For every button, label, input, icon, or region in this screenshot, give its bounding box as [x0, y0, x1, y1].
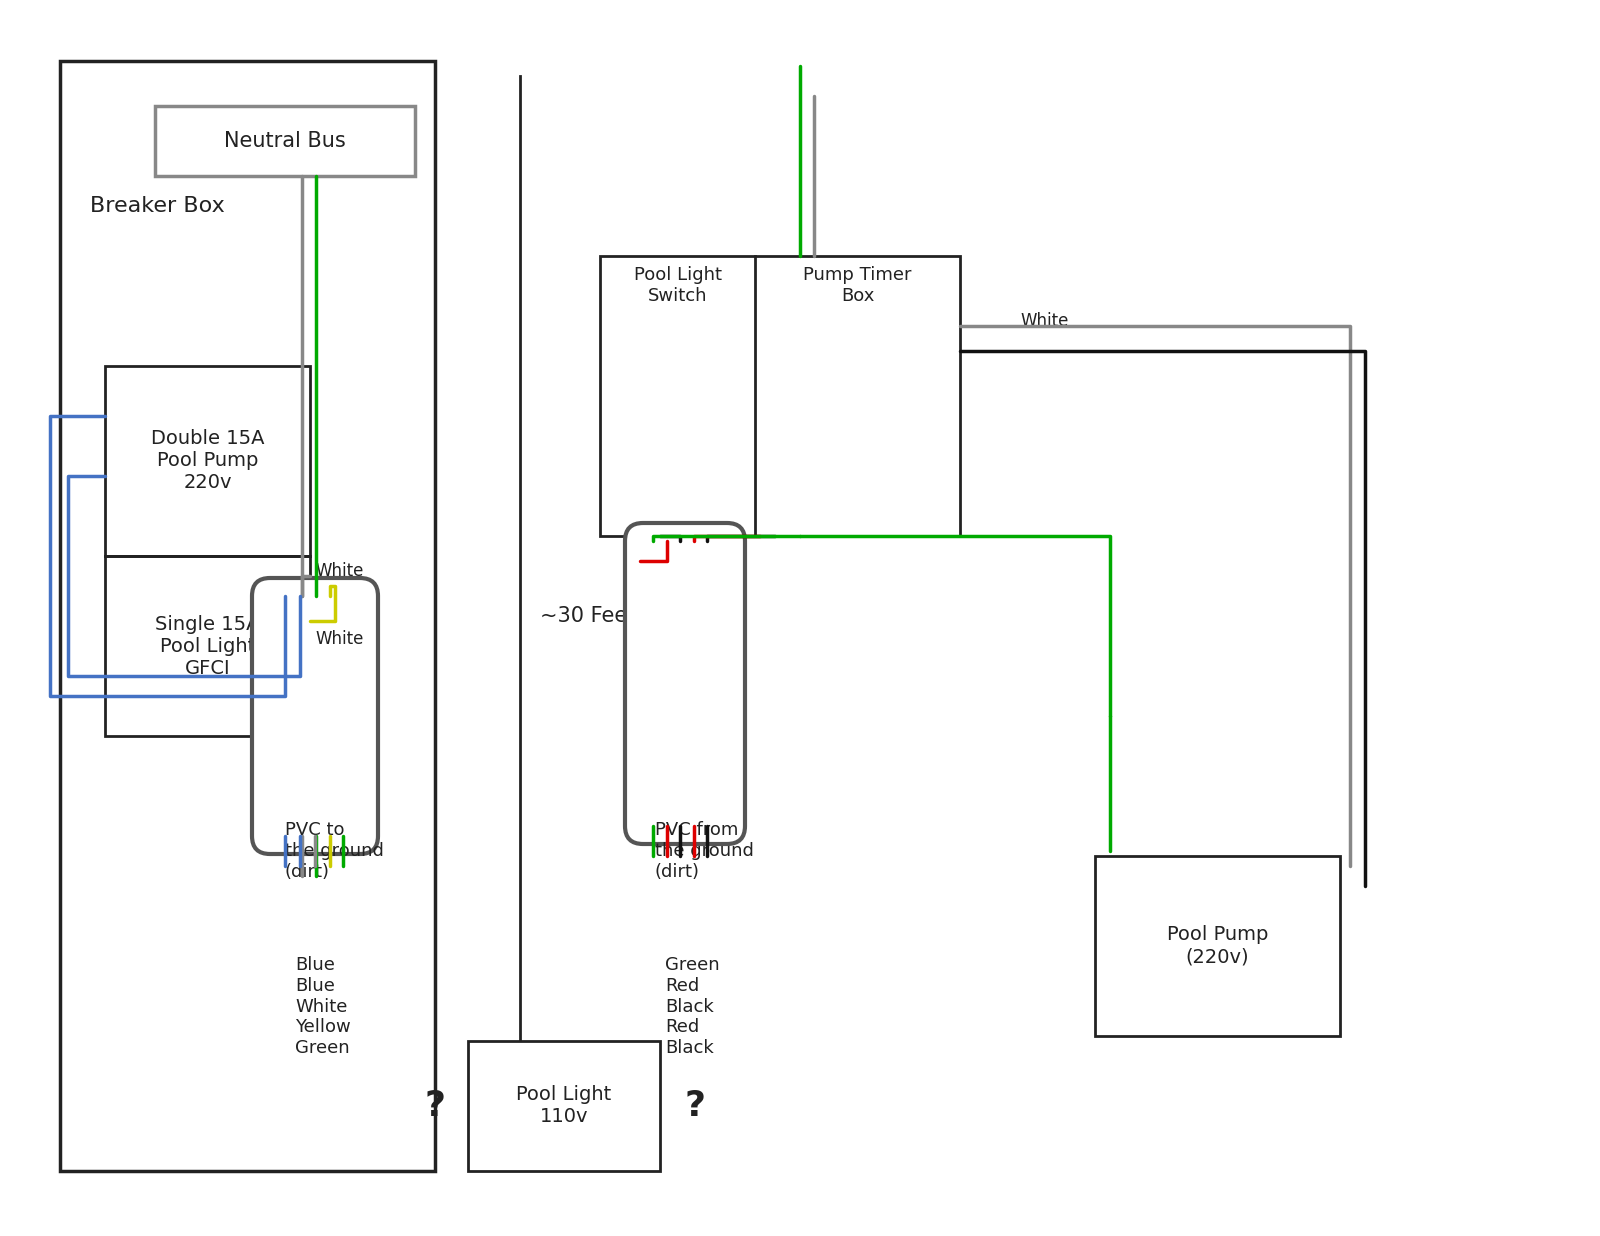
Text: ~30 Feet: ~30 Feet [541, 606, 635, 625]
FancyBboxPatch shape [253, 578, 378, 854]
Bar [106, 556, 310, 735]
FancyBboxPatch shape [626, 523, 746, 844]
Bar [467, 1041, 661, 1170]
Text: Single 15A
Pool Light
GFCI: Single 15A Pool Light GFCI [155, 614, 259, 677]
Text: Double 15A
Pool Pump
220v: Double 15A Pool Pump 220v [150, 429, 264, 492]
Text: Pool Light
110v: Pool Light 110v [517, 1085, 611, 1126]
Text: Breaker Box: Breaker Box [90, 197, 224, 216]
Text: PVC from
the ground
(dirt): PVC from the ground (dirt) [654, 821, 754, 880]
Text: ?: ? [685, 1089, 706, 1124]
Text: PVC to
the ground
(dirt): PVC to the ground (dirt) [285, 821, 384, 880]
Text: ?: ? [424, 1089, 445, 1124]
Text: Blue
Blue
White
Yellow
Green: Blue Blue White Yellow Green [294, 955, 350, 1057]
Text: White: White [1021, 311, 1069, 330]
Text: White: White [315, 630, 363, 648]
Text: Green
Red
Black
Red
Black: Green Red Black Red Black [666, 955, 720, 1057]
Text: White: White [315, 562, 363, 580]
Text: Neutral Bus: Neutral Bus [224, 131, 346, 151]
Bar [600, 256, 960, 536]
Text: Pool Pump
(220v): Pool Pump (220v) [1166, 926, 1269, 967]
Bar [106, 366, 310, 556]
Bar [155, 106, 414, 176]
Bar [61, 61, 435, 1170]
Text: Pool Light
Switch: Pool Light Switch [634, 266, 722, 305]
Text: Pump Timer
Box: Pump Timer Box [803, 266, 912, 305]
Bar [1094, 857, 1341, 1036]
